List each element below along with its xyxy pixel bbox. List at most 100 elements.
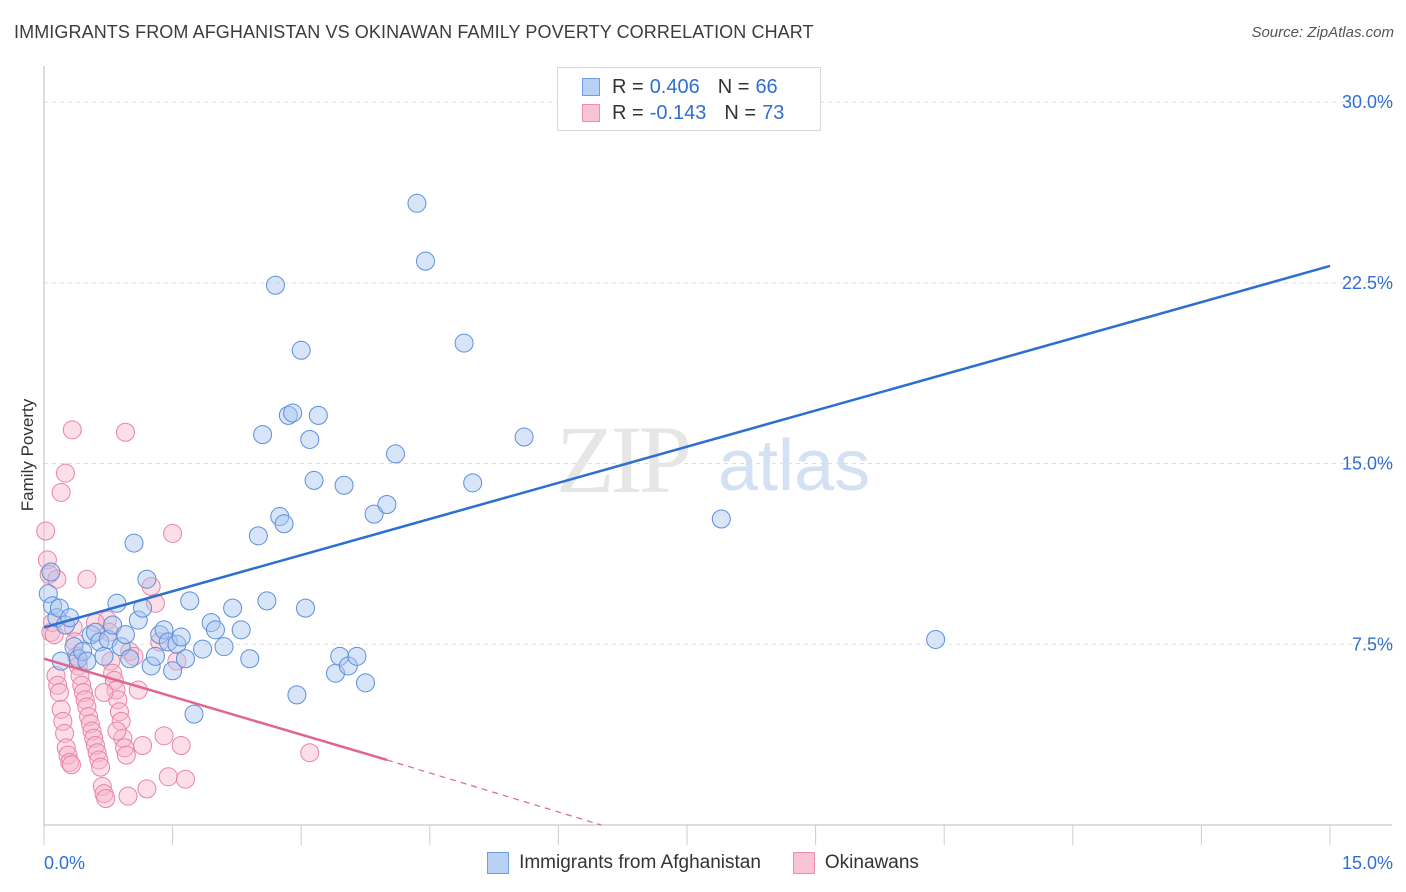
x-tick-label-max: 15.0%	[1342, 853, 1393, 873]
data-point	[51, 482, 71, 502]
data-point	[145, 646, 165, 666]
data-point	[73, 642, 93, 662]
data-point	[154, 726, 174, 746]
data-point	[283, 403, 303, 423]
data-point	[73, 682, 93, 702]
data-point	[87, 743, 107, 763]
gridlines	[44, 101, 1392, 645]
data-point	[711, 509, 731, 529]
data-point	[386, 444, 406, 464]
blue-swatch	[487, 852, 510, 874]
r-label: R =	[612, 101, 644, 124]
data-point	[103, 615, 123, 635]
data-point	[171, 735, 191, 755]
data-point	[91, 757, 111, 777]
data-point	[133, 735, 153, 755]
data-point	[62, 420, 82, 440]
tick-labels: 7.5% 15.0% 22.5% 30.0% 0.0% 15.0%	[44, 92, 1393, 873]
data-point	[347, 646, 367, 666]
data-point	[77, 651, 97, 671]
data-point	[171, 627, 191, 647]
data-point	[926, 629, 946, 649]
data-point	[43, 596, 63, 616]
pink-swatch	[582, 104, 600, 122]
data-point	[300, 429, 320, 449]
data-point	[300, 743, 320, 763]
correlation-legend: R = 0.406 N = 66 R = -0.143 N = 73	[557, 67, 821, 131]
axes	[43, 66, 1392, 845]
data-point	[49, 598, 69, 618]
n-value: 73	[762, 101, 785, 124]
data-point	[124, 533, 144, 553]
blue-swatch	[582, 78, 600, 96]
data-point	[92, 776, 112, 796]
legend-label-afghanistan: Immigrants from Afghanistan	[519, 852, 761, 873]
data-point	[193, 639, 213, 659]
data-point	[55, 723, 75, 743]
data-point	[416, 251, 436, 271]
data-point	[231, 620, 251, 640]
afghanistan-points	[38, 193, 946, 724]
legend-row-okinawans: R = -0.143 N = 73	[582, 101, 784, 125]
data-point	[107, 721, 127, 741]
data-point	[96, 788, 116, 808]
data-point	[53, 711, 73, 731]
okinawans-points	[36, 420, 320, 808]
data-point	[49, 682, 69, 702]
data-point	[41, 562, 61, 582]
data-point	[48, 675, 68, 695]
data-point	[94, 682, 114, 702]
data-point	[308, 405, 328, 425]
r-value: 0.406	[649, 75, 700, 98]
data-point	[85, 735, 105, 755]
data-point	[61, 755, 81, 775]
okinawans-trend-line	[43, 657, 388, 762]
data-point	[51, 699, 71, 719]
data-point	[295, 598, 315, 618]
data-point	[141, 656, 161, 676]
data-point	[175, 769, 195, 789]
data-point	[257, 591, 277, 611]
data-point	[514, 427, 534, 447]
pink-swatch	[792, 852, 815, 874]
data-point	[109, 702, 129, 722]
legend-item-afghanistan: Immigrants from Afghanistan	[487, 852, 761, 874]
watermark-zip: ZIP	[556, 406, 689, 513]
data-point	[214, 637, 234, 657]
y-tick-label: 22.5%	[1342, 273, 1393, 293]
source-credit: Source: ZipAtlas.com	[1251, 24, 1394, 41]
data-point	[89, 750, 109, 770]
data-point	[115, 625, 135, 645]
trend-lines	[43, 264, 1331, 826]
n-label: N =	[724, 101, 757, 124]
watermark-atlas: atlas	[718, 426, 870, 506]
data-point	[253, 425, 273, 445]
data-point	[82, 721, 102, 741]
series-legend: Immigrants from Afghanistan Okinawans	[0, 852, 1406, 874]
data-point	[205, 620, 225, 640]
data-point	[128, 610, 148, 630]
data-point	[55, 463, 75, 483]
data-point	[163, 661, 183, 681]
x-tick-label-min: 0.0%	[44, 853, 85, 873]
data-point	[154, 620, 174, 640]
data-point	[80, 714, 100, 734]
okinawans-trend-extension	[386, 759, 602, 826]
chart-title: IMMIGRANTS FROM AFGHANISTAN VS OKINAWAN …	[14, 22, 814, 42]
r-value: -0.143	[649, 101, 707, 124]
data-point	[145, 593, 165, 613]
n-value: 66	[755, 75, 778, 98]
data-point	[175, 649, 195, 669]
data-point	[163, 523, 183, 543]
data-point	[334, 475, 354, 495]
data-point	[240, 649, 260, 669]
data-point	[137, 779, 157, 799]
legend-item-okinawans: Okinawans	[792, 852, 919, 874]
data-point	[304, 470, 324, 490]
data-point	[287, 685, 307, 705]
legend-label-okinawans: Okinawans	[824, 852, 919, 873]
data-point	[37, 550, 57, 570]
data-point	[120, 649, 140, 669]
data-point	[407, 193, 427, 213]
